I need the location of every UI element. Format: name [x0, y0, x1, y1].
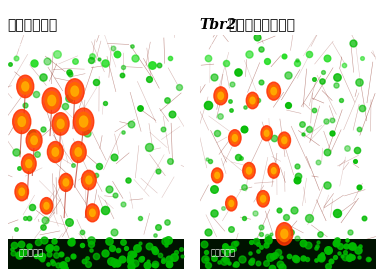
Circle shape — [52, 113, 69, 135]
Circle shape — [75, 148, 81, 156]
Circle shape — [243, 162, 255, 179]
Circle shape — [276, 223, 293, 245]
Circle shape — [264, 130, 269, 136]
Circle shape — [86, 176, 92, 184]
Text: Tbr2: Tbr2 — [200, 18, 236, 32]
Circle shape — [246, 92, 259, 109]
Circle shape — [28, 133, 40, 147]
Circle shape — [231, 132, 239, 144]
Circle shape — [45, 92, 59, 109]
Circle shape — [50, 145, 61, 159]
Circle shape — [63, 179, 69, 186]
Circle shape — [248, 95, 257, 106]
Circle shape — [82, 170, 96, 190]
Circle shape — [229, 200, 234, 207]
Circle shape — [19, 79, 31, 94]
Circle shape — [24, 157, 34, 170]
Circle shape — [55, 116, 66, 132]
Text: 僧帽細胞層: 僧帽細胞層 — [18, 248, 43, 257]
Circle shape — [263, 128, 271, 139]
Circle shape — [250, 97, 255, 104]
Circle shape — [18, 117, 25, 126]
Circle shape — [257, 190, 269, 207]
Circle shape — [268, 163, 279, 178]
Circle shape — [84, 174, 94, 187]
Text: 野生型マウス: 野生型マウス — [8, 18, 58, 32]
Circle shape — [267, 82, 280, 100]
Circle shape — [270, 165, 278, 176]
Circle shape — [73, 108, 94, 135]
Circle shape — [218, 92, 223, 100]
Circle shape — [259, 193, 268, 204]
Circle shape — [44, 203, 49, 209]
Circle shape — [73, 145, 84, 159]
Circle shape — [271, 87, 277, 95]
Circle shape — [279, 226, 290, 242]
Text: 遺伝子欠損マウス: 遺伝子欠損マウス — [228, 18, 295, 32]
Circle shape — [15, 183, 28, 201]
Text: 僧帽細胞層: 僧帽細胞層 — [210, 248, 235, 257]
Text: 糸球体: 糸球体 — [18, 44, 34, 53]
Circle shape — [48, 95, 56, 106]
Circle shape — [70, 141, 86, 162]
Circle shape — [280, 134, 288, 146]
Text: 糸球体: 糸球体 — [210, 44, 226, 53]
Circle shape — [61, 176, 71, 189]
Circle shape — [227, 198, 235, 209]
Circle shape — [271, 168, 276, 174]
Circle shape — [17, 186, 26, 198]
Circle shape — [57, 119, 64, 129]
Circle shape — [281, 229, 288, 238]
Bar — [200, 239, 376, 269]
Circle shape — [17, 75, 34, 98]
Circle shape — [90, 209, 95, 217]
Circle shape — [247, 167, 252, 174]
Circle shape — [229, 130, 241, 146]
Circle shape — [22, 82, 29, 91]
Circle shape — [59, 174, 73, 192]
Circle shape — [42, 88, 62, 113]
Circle shape — [65, 79, 84, 104]
Circle shape — [26, 160, 32, 168]
Circle shape — [68, 83, 81, 100]
Circle shape — [16, 113, 28, 130]
Circle shape — [261, 196, 266, 202]
Circle shape — [48, 141, 63, 162]
Circle shape — [261, 126, 272, 141]
Circle shape — [88, 207, 97, 219]
Circle shape — [26, 130, 42, 151]
Circle shape — [212, 168, 223, 183]
Bar — [8, 239, 184, 269]
Circle shape — [215, 172, 220, 178]
Circle shape — [86, 204, 99, 222]
Circle shape — [42, 200, 51, 211]
Circle shape — [71, 86, 79, 96]
Circle shape — [21, 154, 36, 174]
Circle shape — [216, 90, 225, 102]
Circle shape — [19, 188, 24, 195]
Circle shape — [13, 109, 31, 133]
Circle shape — [226, 196, 237, 211]
Circle shape — [31, 136, 37, 144]
Circle shape — [282, 137, 287, 144]
Circle shape — [278, 132, 291, 148]
Circle shape — [245, 165, 253, 176]
Circle shape — [52, 148, 59, 156]
Circle shape — [232, 134, 238, 141]
Circle shape — [79, 116, 88, 127]
Circle shape — [213, 170, 221, 180]
Circle shape — [77, 112, 90, 131]
Circle shape — [269, 85, 279, 97]
Circle shape — [214, 87, 228, 105]
Circle shape — [40, 197, 53, 214]
